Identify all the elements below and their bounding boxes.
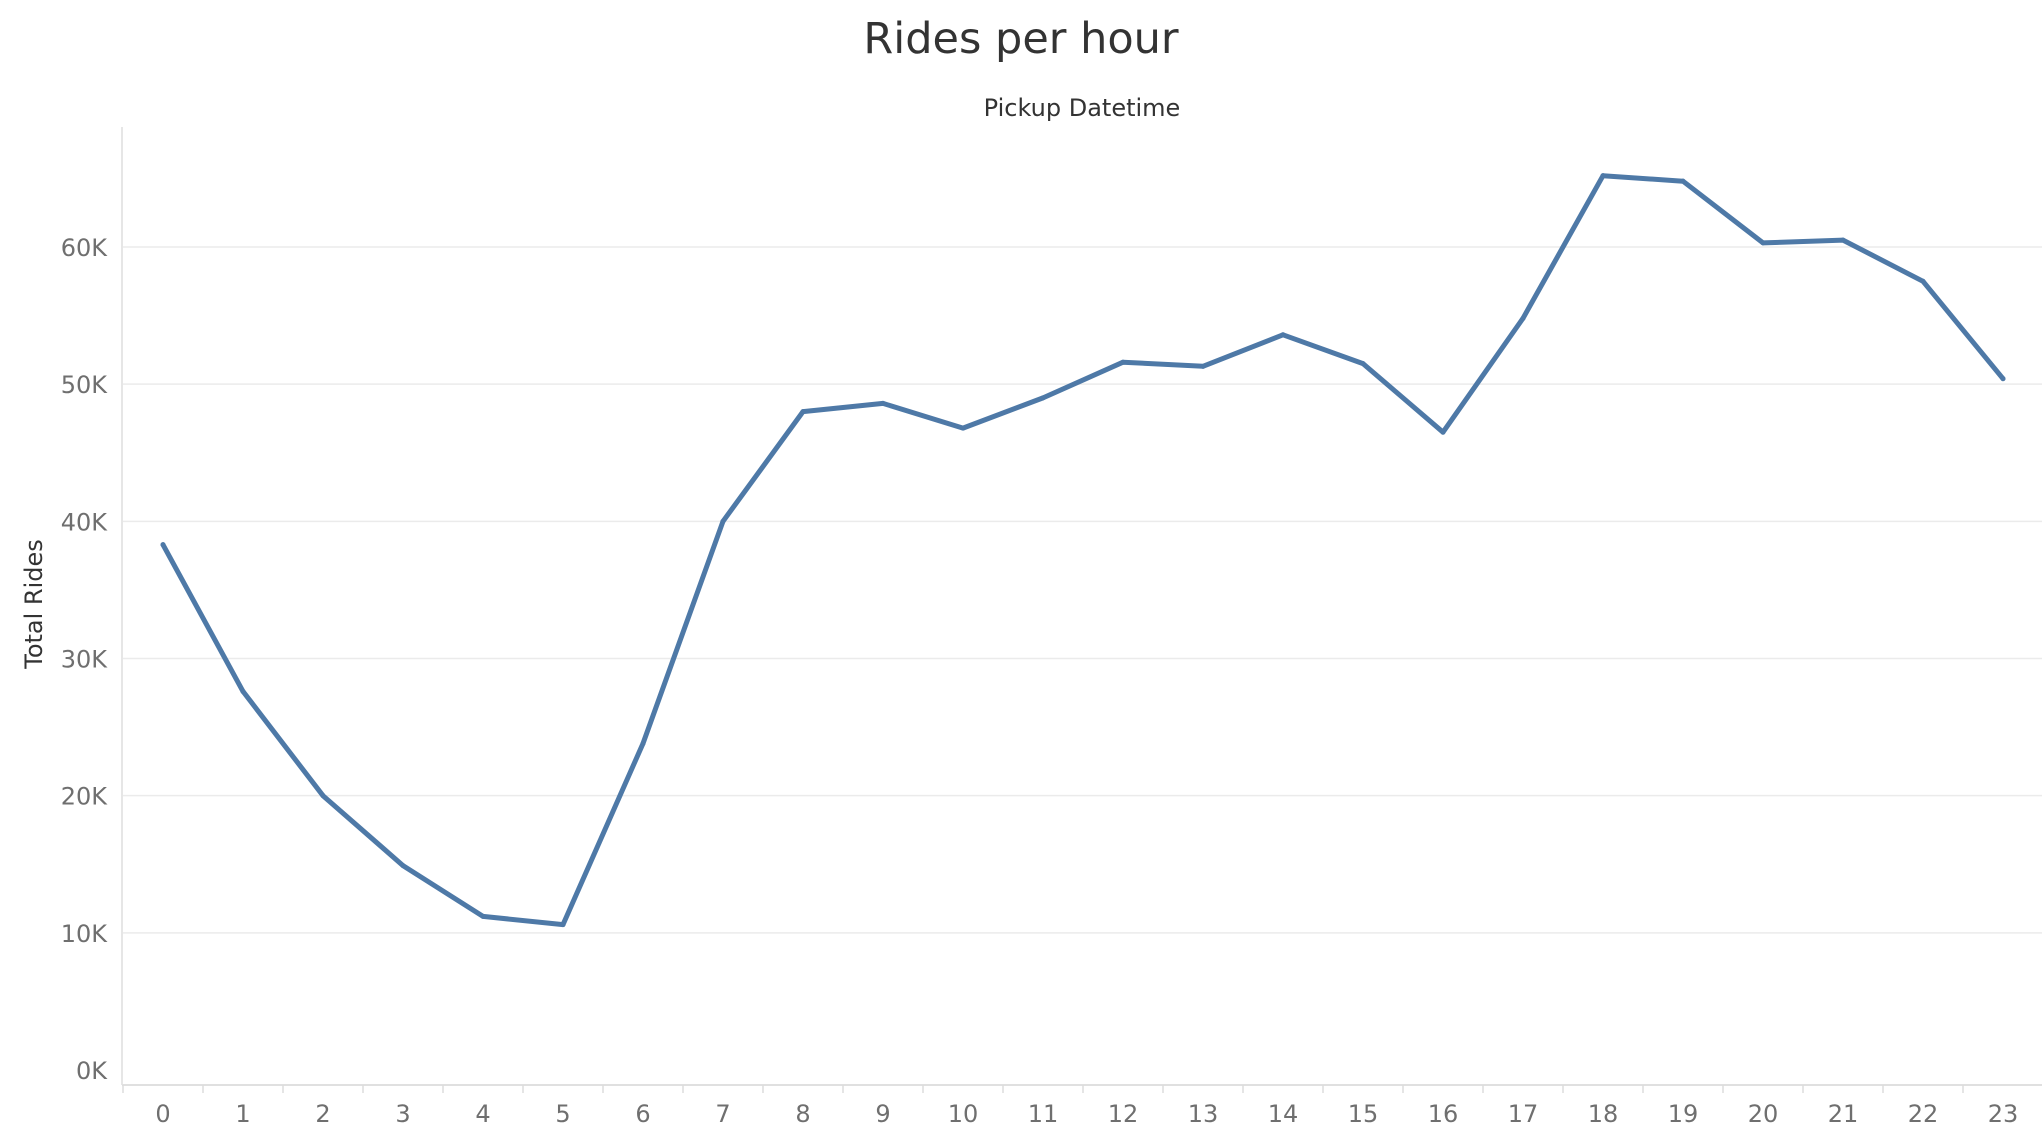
data-point xyxy=(1440,429,1446,435)
x-tick-label: 19 xyxy=(1668,1100,1699,1128)
x-tick-label: 3 xyxy=(395,1100,410,1128)
x-tick-label: 17 xyxy=(1508,1100,1539,1128)
data-point xyxy=(240,688,246,694)
y-tick-label: 60K xyxy=(61,234,109,262)
y-axis-title: Total Rides xyxy=(20,539,48,670)
data-point xyxy=(640,741,646,747)
data-point xyxy=(1200,363,1206,369)
data-point xyxy=(1600,173,1606,179)
x-tick-label: 12 xyxy=(1108,1100,1139,1128)
y-tick-labels: 0K 10K 20K 30K 40K 50K 60K xyxy=(61,234,109,1085)
data-point xyxy=(1840,237,1846,243)
x-tick-labels: 0 1 2 3 4 5 6 7 8 9 10 11 12 13 14 15 16 17 18 19 20 21 22 23 xyxy=(155,1100,2018,1128)
data-point xyxy=(1120,359,1126,365)
x-tick-label: 4 xyxy=(475,1100,490,1128)
series-lines xyxy=(160,173,2006,928)
x-tick-marks xyxy=(122,1085,1964,1093)
data-point xyxy=(1280,332,1286,338)
x-tick-label: 20 xyxy=(1748,1100,1779,1128)
x-tick-label: 10 xyxy=(948,1100,979,1128)
data-point xyxy=(960,425,966,431)
data-point xyxy=(2000,376,2006,382)
x-tick-label: 18 xyxy=(1588,1100,1619,1128)
data-point xyxy=(1680,178,1686,184)
series-line xyxy=(160,173,2006,928)
data-point xyxy=(480,913,486,919)
x-tick-label: 1 xyxy=(235,1100,250,1128)
x-tick-label: 5 xyxy=(555,1100,570,1128)
data-point xyxy=(1040,395,1046,401)
x-tick-label: 2 xyxy=(315,1100,330,1128)
x-tick-label: 23 xyxy=(1988,1100,2019,1128)
x-tick-label: 15 xyxy=(1348,1100,1379,1128)
data-point xyxy=(800,409,806,415)
x-tick-label: 16 xyxy=(1428,1100,1459,1128)
y-tick-label: 10K xyxy=(61,920,109,948)
data-point xyxy=(720,518,726,524)
x-tick-label: 8 xyxy=(795,1100,810,1128)
x-tick-label: 22 xyxy=(1908,1100,1939,1128)
data-point xyxy=(1920,278,1926,284)
data-point xyxy=(400,863,406,869)
x-tick-label: 14 xyxy=(1268,1100,1299,1128)
x-tick-label: 21 xyxy=(1828,1100,1859,1128)
axes xyxy=(121,127,2042,1086)
y-tick-label: 0K xyxy=(76,1057,108,1085)
gridlines xyxy=(122,246,2042,934)
x-tick-label: 6 xyxy=(635,1100,650,1128)
x-axis-title: Pickup Datetime xyxy=(984,94,1181,122)
data-point xyxy=(320,793,326,799)
y-tick-label: 40K xyxy=(61,508,109,536)
data-point xyxy=(1360,361,1366,367)
x-tick-label: 0 xyxy=(155,1100,170,1128)
data-point xyxy=(560,922,566,928)
x-tick-label: 9 xyxy=(875,1100,890,1128)
data-point xyxy=(1520,315,1526,321)
x-tick-label: 7 xyxy=(715,1100,730,1128)
data-point xyxy=(160,542,166,548)
x-tick-label: 11 xyxy=(1028,1100,1059,1128)
y-tick-label: 20K xyxy=(61,783,109,811)
data-point xyxy=(1760,240,1766,246)
y-tick-label: 50K xyxy=(61,371,109,399)
x-tick-label: 13 xyxy=(1188,1100,1219,1128)
data-point xyxy=(880,400,886,406)
chart-title: Rides per hour xyxy=(863,14,1179,64)
y-tick-label: 30K xyxy=(61,646,109,674)
